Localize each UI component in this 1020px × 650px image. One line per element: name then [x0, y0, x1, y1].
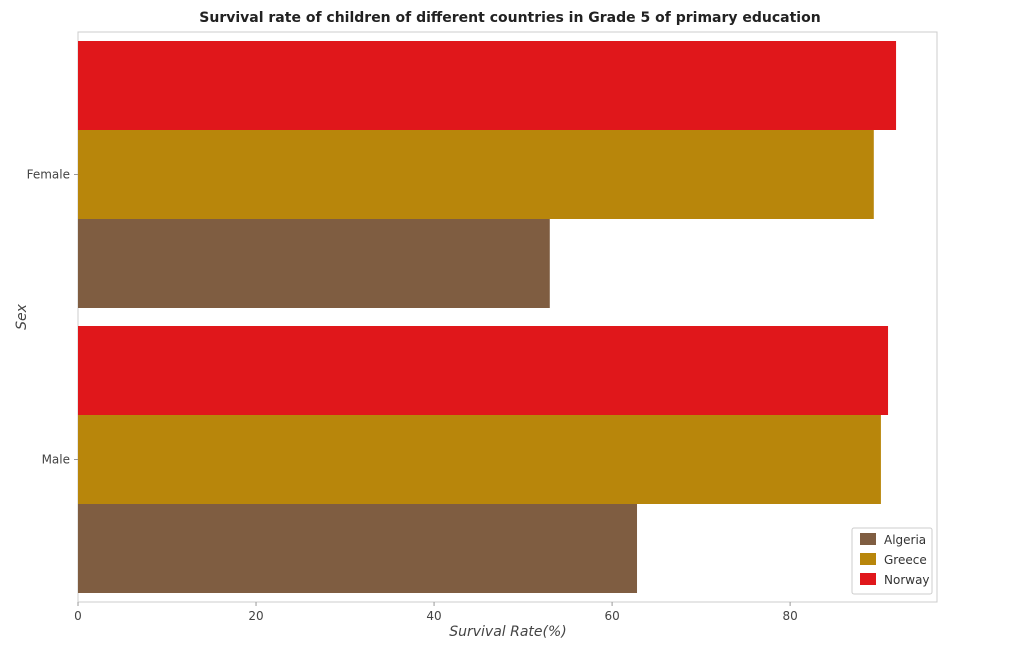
- legend: Algeria Greece Norway: [851, 527, 933, 595]
- bar-greece-female: [78, 130, 874, 219]
- bar-algeria-female: [78, 219, 550, 308]
- x-tick-label: 60: [604, 609, 619, 623]
- x-tick-label: 40: [426, 609, 441, 623]
- y-axis-label: Sex: [14, 303, 30, 330]
- bar-greece-male: [78, 415, 881, 504]
- x-tick-labels: 0 20 40 60 80: [74, 602, 798, 623]
- y-tick-label-male: Male: [42, 453, 70, 467]
- x-axis-label: Survival Rate(%): [449, 624, 567, 640]
- y-tick-label-female: Female: [27, 168, 70, 182]
- bars-layer: [78, 41, 897, 593]
- chart-title: Survival rate of children of different c…: [199, 10, 821, 26]
- bar-algeria-male: [78, 504, 638, 593]
- x-tick-label: 20: [248, 609, 263, 623]
- bar-norway-male: [78, 326, 889, 415]
- legend-label-norway: Norway: [884, 573, 930, 587]
- y-tick-labels: Female Male: [27, 168, 78, 467]
- legend-swatch-norway: [860, 573, 876, 585]
- legend-swatch-greece: [860, 553, 876, 565]
- x-tick-label: 0: [74, 609, 82, 623]
- bar-norway-female: [78, 41, 897, 130]
- legend-label-greece: Greece: [884, 553, 927, 567]
- legend-label-algeria: Algeria: [884, 533, 926, 547]
- legend-swatch-algeria: [860, 533, 876, 545]
- x-tick-label: 80: [782, 609, 797, 623]
